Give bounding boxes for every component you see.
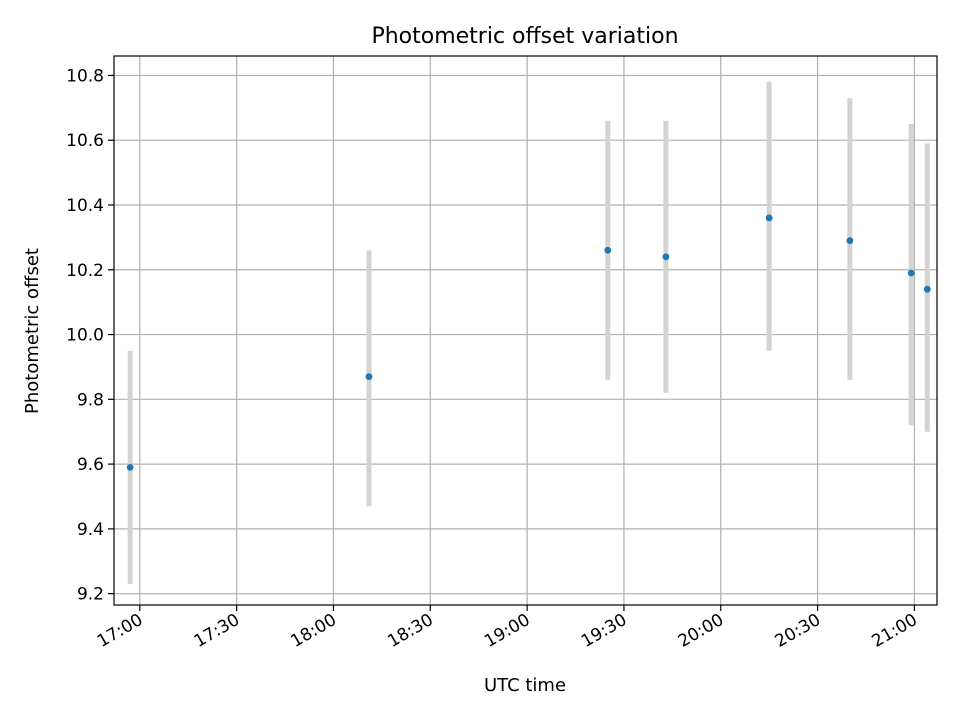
- x-tick-label: 19:00: [481, 610, 533, 652]
- data-point: [662, 253, 670, 261]
- chart-title: Photometric offset variation: [371, 24, 678, 49]
- x-tick-label: 19:30: [578, 610, 630, 652]
- y-tick-label: 9.2: [77, 585, 104, 605]
- plot-frame: [113, 55, 938, 606]
- x-tick-label: 18:00: [288, 610, 340, 652]
- data-point: [765, 214, 773, 222]
- data-point: [604, 246, 612, 254]
- x-tick-label: 20:30: [772, 610, 824, 652]
- x-tick-label: 20:00: [675, 610, 727, 652]
- x-tick-label: 17:30: [191, 610, 243, 652]
- x-tick-label: 17:00: [94, 610, 146, 652]
- x-axis-label: UTC time: [484, 675, 566, 696]
- x-tick-label: 18:30: [384, 610, 436, 652]
- x-tick-label: 21:00: [868, 610, 920, 652]
- y-axis-label: Photometric offset: [22, 248, 43, 414]
- y-tick-label: 10.6: [66, 131, 104, 151]
- y-tick-label: 10.8: [66, 66, 104, 86]
- data-points: [126, 214, 931, 471]
- data-point: [907, 269, 915, 277]
- y-tick-label: 9.8: [77, 390, 104, 410]
- data-point: [365, 373, 373, 381]
- y-tick-label: 9.6: [77, 455, 104, 475]
- y-tick-label: 9.4: [77, 520, 104, 540]
- y-tick-label: 10.4: [66, 196, 104, 216]
- y-tick-label: 10.2: [66, 261, 104, 281]
- data-point: [846, 237, 854, 245]
- x-axis-ticks: 17:00 17:30 18:00 18:30 19:00 19:30 20:00 20:30…: [94, 605, 921, 652]
- grid: [114, 56, 937, 605]
- data-point: [126, 463, 134, 471]
- y-axis-ticks: 9.2 9.4 9.6 9.8 10.0 10.2 10.4 10.6 10.8: [66, 66, 114, 605]
- y-tick-label: 10.0: [66, 326, 104, 346]
- data-point: [923, 285, 931, 293]
- error-bars: [127, 81, 930, 584]
